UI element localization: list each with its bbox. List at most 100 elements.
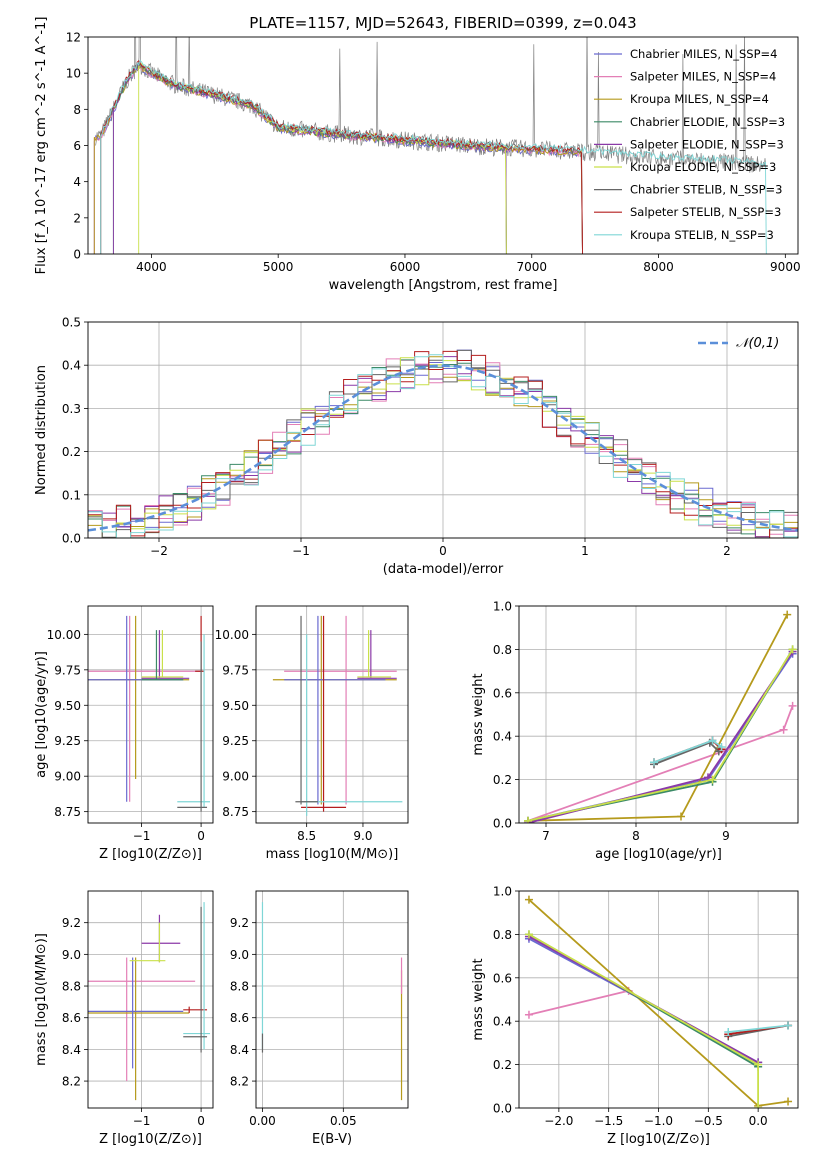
weight-point xyxy=(754,1104,763,1108)
legend-entry: Kroupa STELIB, N_SSP=3 xyxy=(630,228,774,242)
legend-entry: Salpeter STELIB, N_SSP=3 xyxy=(630,205,781,219)
y-tick-label: 8.2 xyxy=(62,1075,81,1089)
x-tick-label: 7 xyxy=(542,829,550,843)
panel-spectrum: 4000 5000 6000 7000 8000 9000 0 2 4 6 8 10 12 wavelen… xyxy=(34,17,801,293)
y-tick-label: 6 xyxy=(73,139,81,153)
y-tick-label: 9.0 xyxy=(230,948,249,962)
y-tick-label: 10.00 xyxy=(47,628,81,642)
y-tick-label: 9.50 xyxy=(54,699,81,713)
weight-point xyxy=(717,743,726,752)
y-tick-label: 9.25 xyxy=(222,734,249,748)
axes-frame xyxy=(255,890,409,1109)
gaussian-reference-line xyxy=(88,364,798,532)
y-tick-label: 8.75 xyxy=(222,805,249,819)
panel-mass-vs-ebv: 0.00 0.05 8.2 8.4 8.6 8.8 9.0 9.2 E(B-V) xyxy=(230,890,409,1147)
y-axis-label: Normed distribution xyxy=(34,365,49,495)
x-tick-label: −2 xyxy=(150,544,168,558)
y-tick-label: 8 xyxy=(73,103,81,117)
x-axis-label: mass [log10(M/M⊙)] xyxy=(266,847,399,862)
x-tick-label: 8 xyxy=(632,829,640,843)
legend-entry: Kroupa ELODIE, N_SSP=3 xyxy=(630,160,776,174)
x-tick-label: 9.0 xyxy=(353,829,372,843)
axes-frame xyxy=(87,605,214,824)
x-tick-label: 0 xyxy=(439,544,447,558)
plot-area-age-vs-Z xyxy=(88,615,211,812)
y-tick-label: 0 xyxy=(73,248,81,262)
spectrum-series-line xyxy=(112,62,507,254)
y-tick-label: 9.00 xyxy=(54,770,81,784)
y-tick-label: 9.25 xyxy=(54,734,81,748)
legend-entry: Chabrier MILES, N_SSP=4 xyxy=(630,47,777,61)
x-tick-label: −1 xyxy=(292,544,310,558)
y-axis-label: mass weight xyxy=(471,673,486,755)
x-tick-label: 0 xyxy=(197,829,205,843)
y-tick-label: 8.2 xyxy=(230,1075,249,1089)
legend-entry: Salpeter ELODIE, N_SSP=3 xyxy=(630,137,784,151)
spectrum-series-line xyxy=(100,59,767,254)
x-axis-label: Z [log10(Z/Z⊙)] xyxy=(99,1132,202,1147)
y-tick-label: 9.0 xyxy=(62,948,81,962)
x-axis-label: Z [log10(Z/Z⊙)] xyxy=(607,1132,710,1147)
figure-title: PLATE=1157, MJD=52643, FIBERID=0399, z=0… xyxy=(249,14,636,32)
y-tick-label: 10.00 xyxy=(215,628,249,642)
weight-point xyxy=(788,701,797,710)
y-tick-label: 8.4 xyxy=(230,1043,249,1057)
plot-area-weight-vs-Z xyxy=(524,895,793,1108)
axes-frame xyxy=(87,890,214,1109)
y-tick-label: 8.6 xyxy=(62,1011,81,1025)
y-tick-label: 8.75 xyxy=(54,805,81,819)
y-tick-label: 0.6 xyxy=(493,686,512,700)
x-tick-label: 2 xyxy=(723,544,731,558)
axes-frame xyxy=(87,36,799,255)
y-tick-label: 0.1 xyxy=(62,488,81,502)
y-axis-label: mass [log10(M/M⊙)] xyxy=(34,933,49,1066)
legend-entry: Chabrier STELIB, N_SSP=3 xyxy=(630,183,782,197)
y-tick-label: 8.8 xyxy=(230,980,249,994)
y-tick-label: 0.5 xyxy=(62,316,81,330)
x-tick-label: 9000 xyxy=(770,260,801,274)
y-tick-label: 2 xyxy=(73,211,81,225)
x-tick-label: 7000 xyxy=(516,260,547,274)
y-tick-label: 0.8 xyxy=(493,643,512,657)
y-tick-label: 8.6 xyxy=(230,1011,249,1025)
panel-age-vs-Z: −1 0 8.75 9.00 9.25 9.50 9.75 10.00 Z [log10(Z/Z… xyxy=(34,605,214,862)
weight-point xyxy=(524,930,533,939)
legend-entry: 𝒩(0,1) xyxy=(736,336,779,351)
axes-frame xyxy=(518,605,799,824)
y-tick-label: 9.00 xyxy=(222,770,249,784)
x-tick-label: 6000 xyxy=(390,260,421,274)
x-tick-label: −1.5 xyxy=(594,1114,623,1128)
y-tick-label: 9.75 xyxy=(222,663,249,677)
weight-point xyxy=(650,758,658,767)
y-tick-label: 9.75 xyxy=(54,663,81,677)
x-axis-label: Z [log10(Z/Z⊙)] xyxy=(99,847,202,862)
y-tick-label: 0.2 xyxy=(62,445,81,459)
y-tick-label: 0.4 xyxy=(493,730,512,744)
y-tick-label: 9.2 xyxy=(62,916,81,930)
weight-point xyxy=(524,816,532,823)
y-tick-label: 0.6 xyxy=(493,971,512,985)
y-tick-label: 4 xyxy=(73,175,81,189)
panel-residuals: −2 −1 0 1 2 0.0 0.1 0.2 0.3 0.4 0.5 (data-model)/er… xyxy=(34,316,799,577)
histogram-series xyxy=(88,354,798,538)
x-tick-label: 8000 xyxy=(643,260,674,274)
y-tick-label: 0.4 xyxy=(493,1015,512,1029)
x-axis-label: E(B-V) xyxy=(312,1132,352,1147)
y-tick-label: 9.2 xyxy=(230,916,249,930)
plot-area-residuals xyxy=(88,349,798,538)
x-tick-label: −0.5 xyxy=(694,1114,723,1128)
plot-area-spectrum xyxy=(93,37,767,254)
x-tick-label: 4000 xyxy=(136,260,167,274)
panel-weight-vs-Z: −2.0 −1.5 −1.0 −0.5 0.0 0.0 0.2 0.4 0.6 0.8 1.0 Z [… xyxy=(471,885,799,1147)
x-tick-label: −1 xyxy=(133,1114,151,1128)
weight-point xyxy=(783,610,792,619)
x-axis-label: wavelength [Angstrom, rest frame] xyxy=(329,278,558,293)
x-tick-label: 5000 xyxy=(263,260,294,274)
y-axis-label: mass weight xyxy=(471,958,486,1040)
x-tick-label: 9 xyxy=(722,829,730,843)
plot-area-mass-vs-Z xyxy=(88,902,211,1101)
x-tick-label: 8.5 xyxy=(297,829,316,843)
axes-frame xyxy=(255,605,409,824)
y-tick-label: 1.0 xyxy=(493,600,512,614)
axes-frame xyxy=(87,321,799,539)
